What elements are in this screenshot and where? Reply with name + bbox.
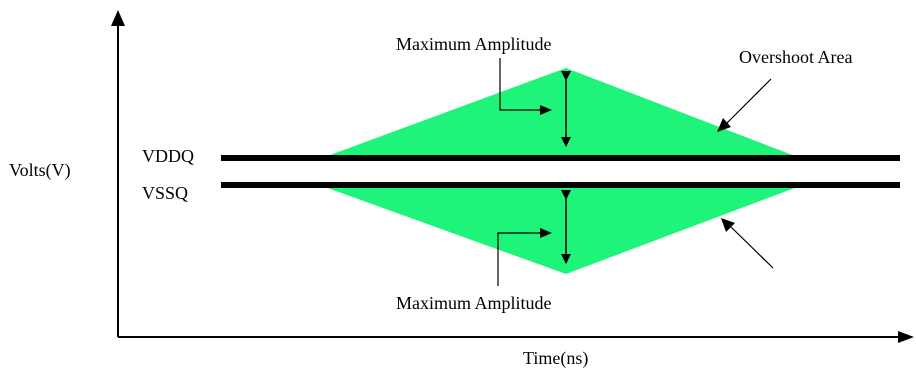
- amplitude-bottom-leader-arrowhead: [540, 228, 552, 238]
- vssq-label: VSSQ: [142, 183, 189, 203]
- overshoot-area-label: Overshoot Area: [739, 47, 853, 67]
- y-axis-label: Volts(V): [9, 160, 71, 180]
- x-axis-arrowhead: [898, 331, 914, 343]
- area-pointer-top: [725, 78, 772, 125]
- vddq-rail: [221, 155, 900, 161]
- area-pointer-bottom-arrowhead: [721, 218, 735, 232]
- amplitude-top-leader: [499, 58, 540, 111]
- amplitude-top-leader-arrowhead: [540, 105, 552, 115]
- amplitude-bottom-label: Maximum Amplitude: [396, 293, 552, 313]
- vssq-rail: [221, 182, 900, 188]
- area-pointer-bottom: [729, 225, 774, 269]
- area-pointer-top-arrowhead: [717, 118, 731, 132]
- y-axis-arrowhead: [111, 10, 125, 26]
- amplitude-bottom-leader: [497, 232, 540, 286]
- amplitude-top-label: Maximum Amplitude: [396, 34, 552, 54]
- undershoot-area: [322, 186, 800, 274]
- x-axis-label: Time(ns): [523, 348, 589, 368]
- vddq-label: VDDQ: [142, 146, 194, 166]
- overshoot-area: [322, 68, 800, 158]
